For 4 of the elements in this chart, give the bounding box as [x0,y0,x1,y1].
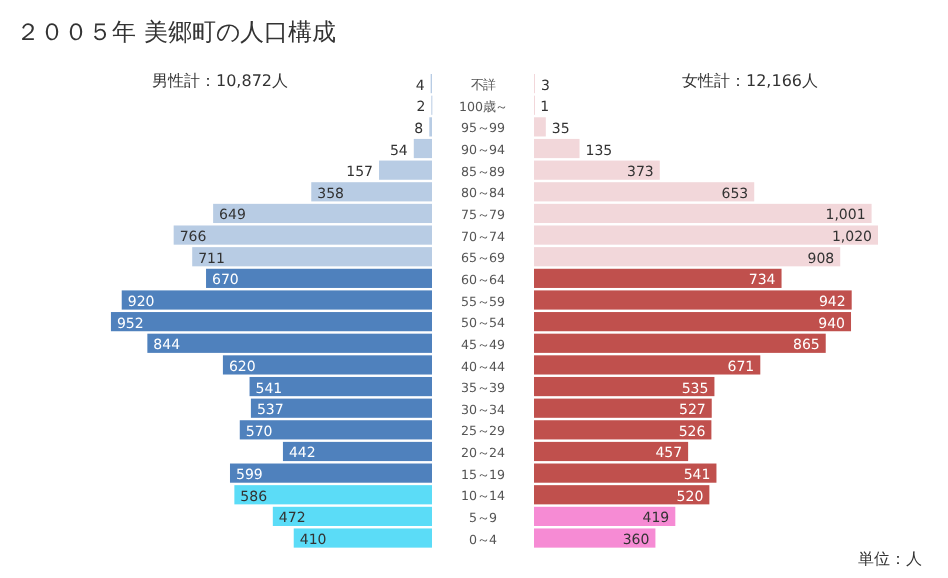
title: ２００５年 美郷町の人口構成 [16,18,336,46]
annotation: 男性計：10,872人 [152,72,288,90]
annotation: 単位：人 [858,550,922,568]
annotation: 女性計：12,166人 [682,72,818,90]
